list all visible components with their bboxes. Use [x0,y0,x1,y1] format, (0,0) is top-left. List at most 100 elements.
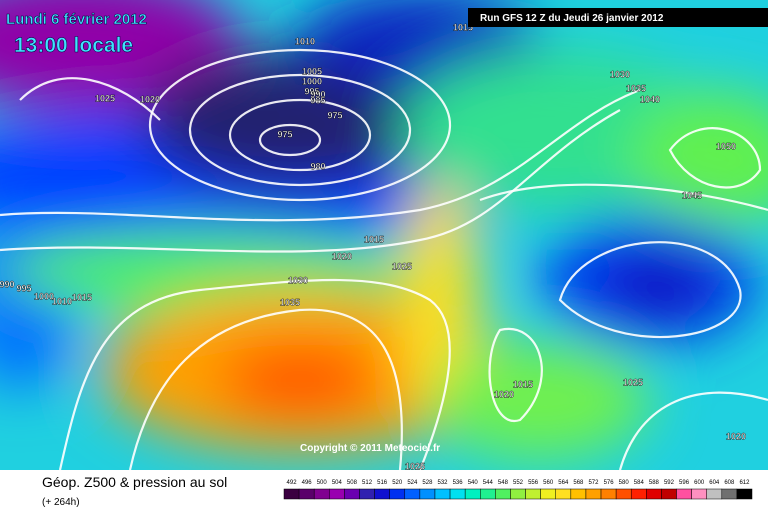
scale-label: 496 [302,480,313,486]
scale-label: 548 [498,480,509,486]
scale-label: 612 [739,480,750,486]
run-info: Run GFS 12 Z du Jeudi 26 janvier 2012 [480,13,664,24]
scale-swatch [329,488,345,500]
scale-label: 564 [558,480,569,486]
scale-swatch [480,488,496,500]
isobar-label: 995 [16,283,31,293]
scale-label: 504 [332,480,343,486]
scale-label: 568 [573,480,584,486]
isobar-label: 985 [310,95,325,105]
scale-swatch [434,488,451,500]
isobar-label: 1030 [610,69,630,79]
scale-label: 580 [619,480,630,486]
scale-label: 592 [664,480,675,486]
scale-swatch [510,488,526,500]
isobar-label: 980 [310,161,325,171]
isobar-label: 1015 [453,22,473,32]
scale-label: 600 [694,480,705,486]
isobar-label: 1015 [72,292,92,302]
scale-label: 588 [649,480,660,486]
scale-swatch [630,488,647,500]
scale-label: 552 [513,480,524,486]
forecast-time: 13:00 locale [14,34,133,57]
scale-label: 520 [392,480,403,486]
isobar-label: 1000 [34,291,54,301]
scale-label: 508 [347,480,358,486]
isobar-label: 1030 [288,275,308,285]
isobar-label: 1040 [640,94,660,104]
isobar-label: 1050 [716,141,736,151]
scale-swatch [585,488,602,500]
scale-swatch [721,488,738,500]
isobar-label: 990 [0,279,15,289]
scale-label: 596 [679,480,690,486]
scale-swatch [736,488,753,500]
isobar-label: 1025 [95,93,115,103]
scale-swatch [615,488,632,500]
scale-swatch [313,488,330,500]
scale-swatch [283,488,300,500]
isobar-label: 975 [277,129,292,139]
scale-swatch [464,488,481,500]
scale-label: 544 [483,480,494,486]
isobar-label: 975 [327,110,342,120]
isobar-label: 1025 [392,261,412,271]
scale-swatch [706,488,723,500]
scale-swatch [525,488,541,500]
scale-swatch [495,488,511,500]
isobar-label: 1020 [726,431,746,441]
isobar-label: 1020 [494,389,514,399]
scale-swatch [419,488,436,500]
isobar-label: 995 [304,86,319,96]
isobar-label: 1015 [513,379,533,389]
isobars [0,48,768,470]
scale-label: 536 [453,480,464,486]
scale-swatch [661,488,677,500]
isobar-label: 1000 [302,76,322,86]
scale-label: 532 [438,480,449,486]
forecast-date: Lundi 6 février 2012 [6,11,147,28]
footer-title: Géop. Z500 & pression au sol [42,474,227,490]
isobar-label: 1045 [682,190,702,200]
color-scale: 492 496 500 504 508 512 516 520 524 528 532 536 540 5… [283,480,753,500]
scale-label: 584 [634,480,645,486]
scale-swatch [646,488,662,500]
isobar-label: 1010 [295,36,315,46]
scale-swatch [389,488,406,500]
scale-label: 556 [528,480,539,486]
scale-label: 500 [317,480,328,486]
copyright: Copyright © 2011 Meteociel.fr [300,443,440,454]
scale-swatch [449,488,466,500]
scale-label: 608 [724,480,735,486]
isobar-label: 1005 [302,66,322,76]
isobar-label: 1020 [332,251,352,261]
scale-label: 516 [377,480,388,486]
scale-swatch [298,488,315,500]
isobar-label: 1010 [52,296,72,306]
scale-label: 572 [588,480,599,486]
scale-swatch [691,488,707,500]
scale-swatch [570,488,587,500]
scale-swatch [676,488,692,500]
scale-swatch [600,488,617,500]
scale-label: 604 [709,480,720,486]
run-box [468,8,768,27]
isobar-label: 1025 [405,461,425,471]
scale-label: 540 [468,480,479,486]
scale-label: 524 [407,480,418,486]
scale-swatch [374,488,390,500]
isobar-label: 1025 [623,377,643,387]
isobar-label: 1035 [626,83,646,93]
scale-swatch [359,488,375,500]
lead-time: (+ 264h) [42,497,80,508]
isobar-label: 1020 [140,94,160,104]
scale-label: 528 [422,480,433,486]
isobar-label: 990 [310,89,325,99]
scale-swatch [344,488,360,500]
scale-label: 512 [362,480,373,486]
scale-swatch [404,488,421,500]
scale-label: 576 [604,480,615,486]
